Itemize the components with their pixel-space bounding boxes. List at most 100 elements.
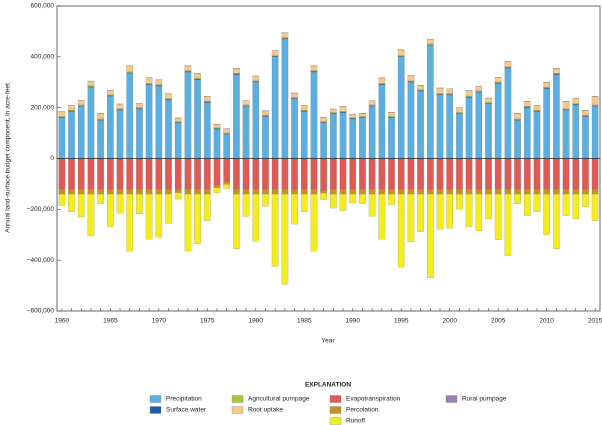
x-tick-label: 1960: [55, 318, 70, 325]
bar-segment: [523, 107, 531, 159]
bar-segment: [475, 90, 483, 92]
bar-segment: [436, 94, 444, 159]
bar-segment: [543, 193, 550, 235]
bar-segment: [126, 65, 134, 72]
bar-segment: [485, 102, 492, 104]
bar-segment: [582, 188, 589, 195]
bar-segment: [203, 100, 211, 102]
bar-segment: [475, 86, 483, 91]
bar-segment: [446, 88, 454, 94]
bar-segment: [165, 193, 172, 224]
bar-segment: [300, 158, 308, 190]
bar-segment: [397, 193, 405, 268]
legend-swatch: [149, 395, 162, 403]
bar-segment: [553, 73, 560, 75]
bar-segment: [58, 158, 66, 190]
legend-label: Root uptake: [248, 407, 283, 414]
bar-segment: [310, 158, 318, 190]
bar-segment: [349, 119, 357, 159]
bar-segment: [378, 83, 386, 85]
bar-segment: [504, 68, 512, 159]
bar-segment: [368, 193, 376, 217]
bar-segment: [436, 93, 444, 95]
bar-segment: [107, 96, 114, 159]
bar-segment: [223, 133, 230, 135]
bar-segment: [485, 193, 492, 220]
bar-segment: [116, 109, 124, 111]
bar-segment: [87, 85, 95, 87]
x-tick-label: 2015: [588, 318, 602, 325]
bar-segment: [436, 193, 444, 230]
bar-segment: [533, 193, 541, 212]
bar-segment: [523, 106, 531, 108]
bar-segment: [107, 90, 114, 95]
bar-segment: [582, 193, 589, 207]
bar-segment: [339, 111, 347, 113]
bar-segment: [349, 118, 357, 120]
bar-segment: [300, 105, 308, 111]
bar-segment: [136, 107, 143, 109]
bar-segment: [436, 94, 444, 96]
bar-segment: [87, 81, 95, 86]
bar-segment: [456, 112, 463, 114]
bar-segment: [87, 86, 95, 88]
bar-segment: [145, 83, 153, 85]
bar-segment: [223, 184, 230, 189]
bar-segment: [330, 109, 337, 113]
bar-segment: [417, 188, 424, 195]
bar-segment: [58, 116, 66, 118]
bar-segment: [242, 105, 250, 107]
bar-segment: [339, 106, 347, 112]
bar-segment: [291, 193, 298, 225]
bar-segment: [485, 158, 492, 190]
bar-segment: [194, 73, 201, 79]
bar-segment: [494, 77, 502, 83]
bar-segment: [310, 188, 318, 195]
bar-segment: [233, 74, 240, 159]
bar-segment: [107, 94, 114, 96]
bar-segment: [465, 97, 473, 159]
bar-segment: [572, 98, 580, 104]
bar-segment: [271, 55, 279, 57]
bar-segment: [591, 96, 599, 105]
bar-segment: [572, 158, 580, 190]
bar-segment: [68, 111, 75, 159]
bar-segment: [407, 82, 415, 159]
bar-segment: [504, 193, 512, 256]
bar-segment: [407, 188, 415, 195]
bar-segment: [572, 188, 580, 195]
bar-segment: [271, 56, 279, 159]
bar-segment: [252, 158, 260, 190]
bar-segment: [68, 105, 75, 111]
bar-segment: [271, 193, 279, 267]
bar-segment: [262, 188, 269, 195]
bar-segment: [203, 102, 211, 159]
bar-segment: [504, 188, 512, 195]
bar-segment: [291, 158, 298, 190]
bar-segment: [281, 38, 289, 40]
bar-segment: [223, 134, 230, 159]
bar-segment: [77, 104, 85, 106]
bar-segment: [349, 193, 357, 204]
bar-segment: [203, 96, 211, 102]
bar-segment: [417, 193, 424, 232]
bar-segment: [475, 91, 483, 93]
bar-segment: [562, 109, 570, 111]
legend-swatch: [329, 417, 342, 425]
bar-segment: [523, 106, 531, 108]
bar-segment: [281, 193, 289, 285]
bar-segment: [543, 86, 550, 88]
bar-segment: [165, 158, 172, 190]
bar-segment: [68, 193, 75, 212]
bar-segment: [87, 193, 95, 237]
bar-segment: [562, 188, 570, 195]
bar-segment: [446, 158, 454, 190]
bar-segment: [320, 158, 327, 191]
bar-segment: [533, 110, 541, 112]
bar-segment: [485, 188, 492, 195]
bar-segment: [213, 127, 221, 129]
bar-segment: [388, 117, 395, 159]
bar-segment: [504, 67, 512, 69]
bar-segment: [310, 70, 318, 72]
bar-segment: [572, 193, 580, 220]
